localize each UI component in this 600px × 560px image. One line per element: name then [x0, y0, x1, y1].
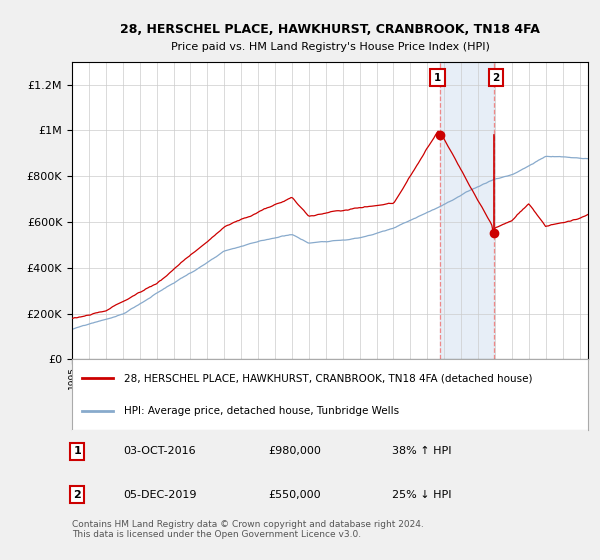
Text: Contains HM Land Registry data © Crown copyright and database right 2024.
This d: Contains HM Land Registry data © Crown c…	[72, 520, 424, 539]
Text: 28, HERSCHEL PLACE, HAWKHURST, CRANBROOK, TN18 4FA (detached house): 28, HERSCHEL PLACE, HAWKHURST, CRANBROOK…	[124, 374, 532, 384]
Text: 25% ↓ HPI: 25% ↓ HPI	[392, 489, 451, 500]
Text: Price paid vs. HM Land Registry's House Price Index (HPI): Price paid vs. HM Land Registry's House …	[170, 41, 490, 52]
Text: 38% ↑ HPI: 38% ↑ HPI	[392, 446, 451, 456]
Text: £550,000: £550,000	[268, 489, 321, 500]
Text: 1: 1	[434, 73, 441, 83]
Text: 03-OCT-2016: 03-OCT-2016	[124, 446, 196, 456]
Text: 05-DEC-2019: 05-DEC-2019	[124, 489, 197, 500]
Bar	[440, 62, 494, 360]
Text: 28, HERSCHEL PLACE, HAWKHURST, CRANBROOK, TN18 4FA: 28, HERSCHEL PLACE, HAWKHURST, CRANBROOK…	[120, 24, 540, 36]
Text: HPI: Average price, detached house, Tunbridge Wells: HPI: Average price, detached house, Tunb…	[124, 405, 399, 416]
Text: £980,000: £980,000	[268, 446, 321, 456]
Text: 2: 2	[73, 489, 81, 500]
Text: 2: 2	[493, 73, 500, 83]
Text: 1: 1	[73, 446, 81, 456]
